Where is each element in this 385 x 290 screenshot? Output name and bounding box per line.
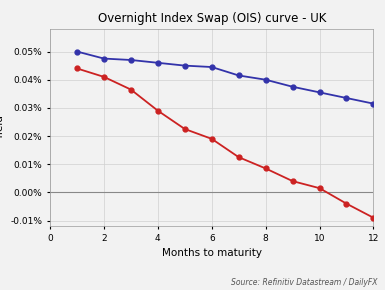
LATEST <box>75 50 79 53</box>
LATEST <box>290 85 295 88</box>
Title: Overnight Index Swap (OIS) curve - UK: Overnight Index Swap (OIS) curve - UK <box>97 12 326 25</box>
LATEST <box>102 57 106 60</box>
LATEST <box>129 58 133 62</box>
LATEST <box>156 61 160 65</box>
LATEST <box>317 91 322 94</box>
01/02/2021 <box>344 202 349 205</box>
01/02/2021 <box>209 137 214 141</box>
Text: Source: Refinitiv Datastream / DailyFX: Source: Refinitiv Datastream / DailyFX <box>231 278 377 287</box>
01/02/2021 <box>290 180 295 183</box>
01/02/2021 <box>263 167 268 170</box>
LATEST <box>182 64 187 67</box>
Line: LATEST: LATEST <box>75 49 376 106</box>
LATEST <box>209 65 214 69</box>
LATEST <box>236 74 241 77</box>
X-axis label: Months to maturity: Months to maturity <box>162 249 262 258</box>
Y-axis label: Yield: Yield <box>0 115 5 140</box>
01/02/2021 <box>129 88 133 91</box>
01/02/2021 <box>156 109 160 113</box>
LATEST <box>371 102 376 105</box>
01/02/2021 <box>182 127 187 131</box>
LATEST <box>263 78 268 81</box>
01/02/2021 <box>102 75 106 79</box>
01/02/2021 <box>317 186 322 190</box>
LATEST <box>344 96 349 100</box>
01/02/2021 <box>371 216 376 220</box>
Line: 01/02/2021: 01/02/2021 <box>75 66 376 220</box>
01/02/2021 <box>236 155 241 159</box>
01/02/2021 <box>75 67 79 70</box>
